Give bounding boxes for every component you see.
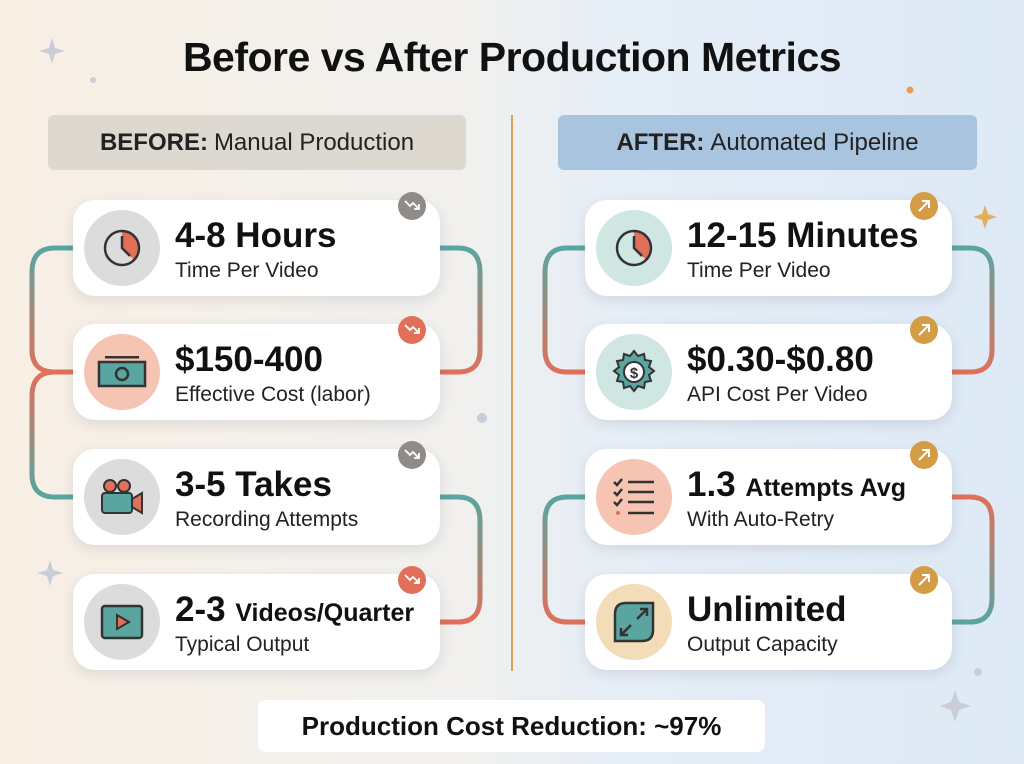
metric-value: 2-3 Videos/Quarter — [175, 590, 415, 629]
before-metric-card: 3-5 Takes Recording Attempts — [73, 441, 440, 545]
expand-icon — [596, 584, 672, 660]
camera-icon — [84, 459, 160, 535]
before-header-text: Manual Production — [213, 128, 415, 156]
gear-dollar-icon: $ — [596, 334, 672, 410]
page-title: Before vs After Production Metrics — [182, 34, 842, 80]
cost-reduction-summary: Production Cost Reduction: ~97% — [258, 700, 765, 752]
clock-icon — [596, 210, 672, 286]
before-metric-card: $150-400 Effective Cost (labor) — [73, 316, 440, 420]
after-metric-card: 12-15 Minutes Time Per Video — [585, 192, 952, 296]
column-divider — [511, 115, 513, 671]
metric-label: With Auto-Retry — [687, 508, 835, 531]
metric-value: 1.3 Attempts Avg — [687, 465, 907, 504]
metric-label: Time Per Video — [175, 259, 319, 282]
svg-text:$: $ — [630, 365, 639, 382]
play-icon — [84, 584, 160, 660]
before-metric-card: 4-8 Hours Time Per Video — [73, 192, 440, 296]
after-metric-card: Unlimited Output Capacity — [585, 566, 952, 670]
metric-label: API Cost Per Video — [687, 383, 868, 406]
after-metric-card: $ $0.30-$0.80 API Cost Per Video — [585, 316, 952, 420]
after-header-bold: AFTER: — [616, 128, 705, 156]
before-metric-card: 2-3 Videos/Quarter Typical Output — [73, 566, 440, 670]
metric-value: 4-8 Hours — [175, 216, 337, 255]
checklist-icon — [596, 459, 672, 535]
metric-label: Time Per Video — [687, 259, 831, 282]
metric-value: $150-400 — [175, 340, 323, 379]
trend-down-icon — [398, 316, 426, 344]
after-header: AFTER: Automated Pipeline — [558, 115, 977, 170]
metric-value: 12-15 Minutes — [687, 216, 919, 255]
trend-up-icon — [910, 566, 938, 594]
clock-icon — [84, 210, 160, 286]
after-metric-card: 1.3 Attempts Avg With Auto-Retry — [585, 441, 952, 545]
metric-value: Unlimited — [687, 590, 847, 629]
before-header-bold: BEFORE: — [99, 128, 208, 156]
trend-down-icon — [398, 566, 426, 594]
before-header: BEFORE: Manual Production — [48, 115, 466, 170]
trend-up-icon — [910, 192, 938, 220]
metric-label: Effective Cost (labor) — [175, 383, 371, 406]
decor-sparkles — [37, 38, 982, 722]
trend-up-icon — [910, 316, 938, 344]
metric-label: Output Capacity — [687, 633, 838, 656]
money-icon — [84, 334, 160, 410]
metric-value: $0.30-$0.80 — [687, 340, 874, 379]
metric-label: Recording Attempts — [175, 508, 359, 531]
metric-value: 3-5 Takes — [175, 465, 332, 504]
trend-up-icon — [910, 441, 938, 469]
trend-down-icon — [398, 192, 426, 220]
after-header-text: Automated Pipeline — [710, 128, 919, 156]
metric-label: Typical Output — [175, 633, 310, 656]
trend-down-icon — [398, 441, 426, 469]
